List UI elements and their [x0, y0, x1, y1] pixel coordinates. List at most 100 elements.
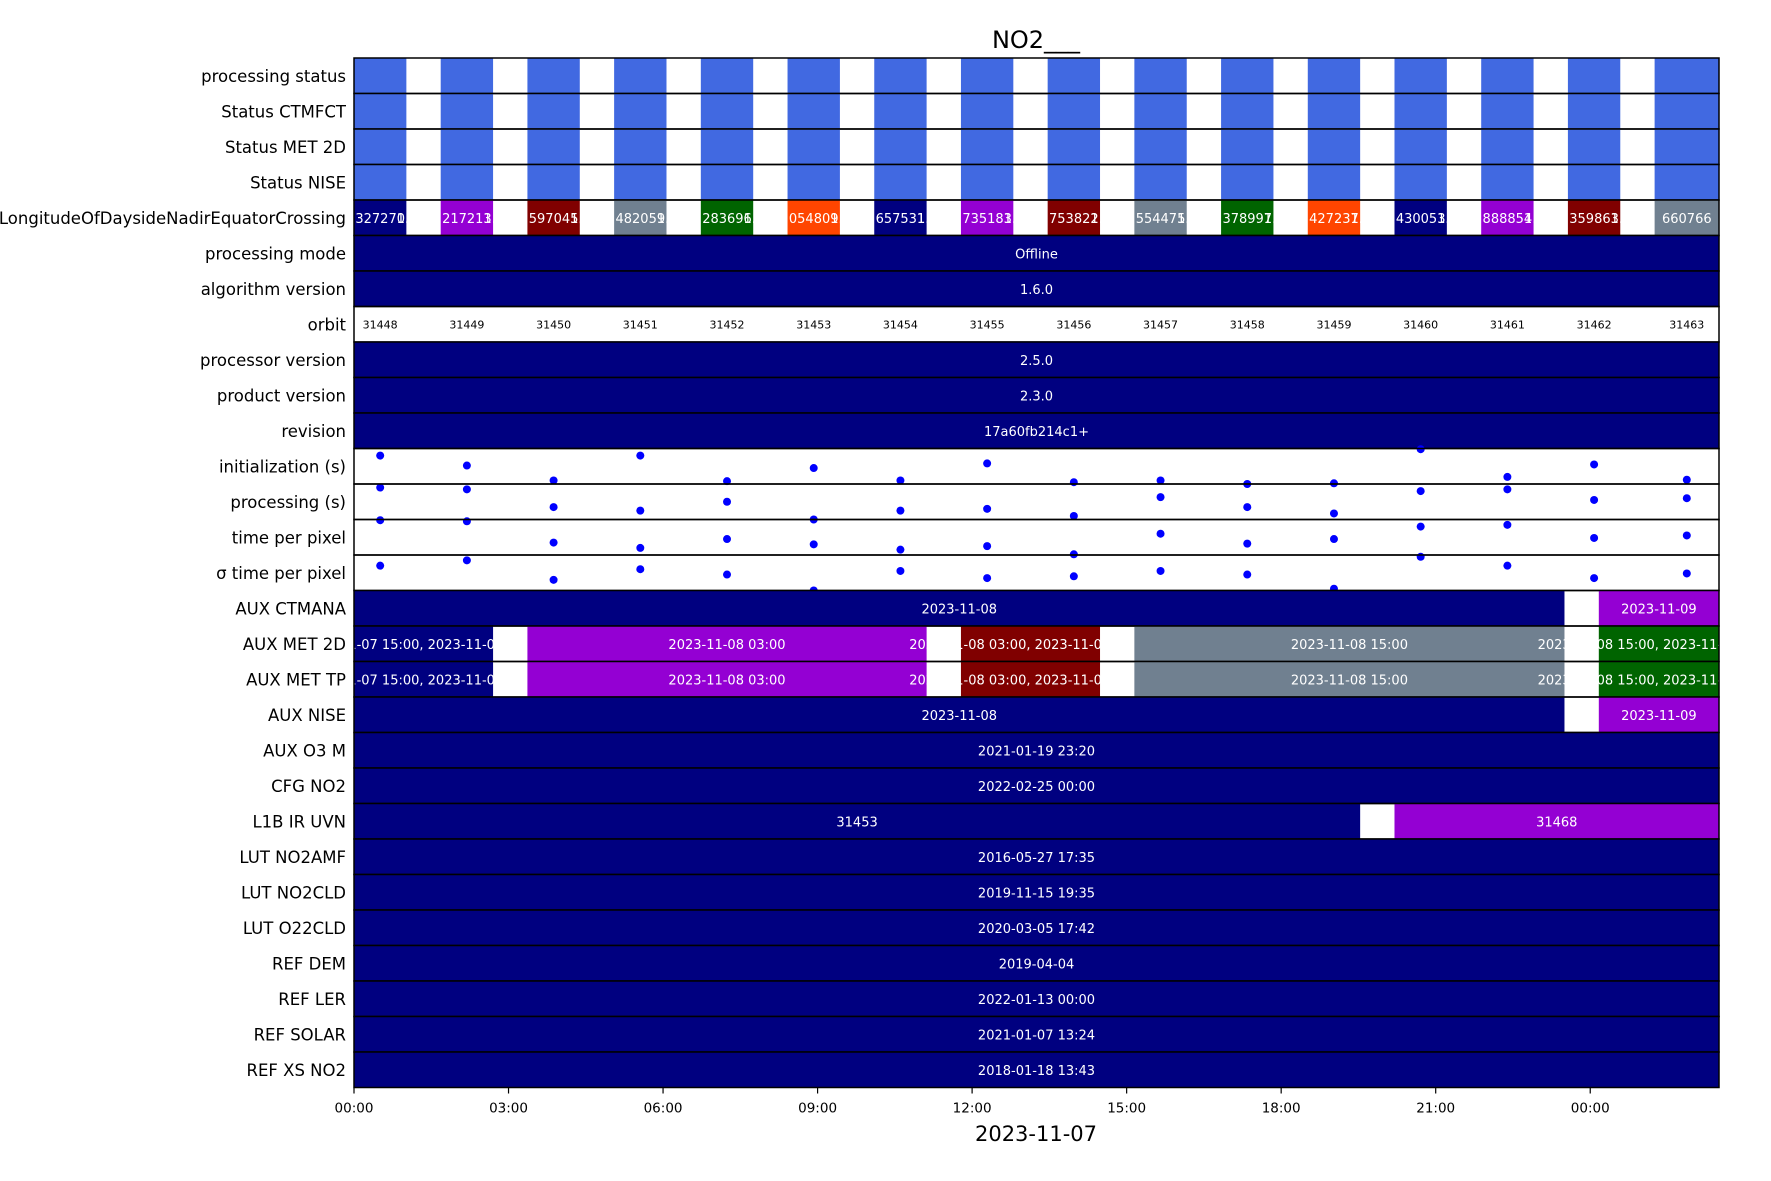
- longitude-label: 327270: [355, 212, 405, 227]
- row-content: 2022-01-13 00:00: [354, 981, 1719, 1017]
- span-label: 2018-01-18 13:43: [978, 1064, 1095, 1079]
- longitude-bar: [700, 200, 754, 236]
- row-9: 2.3.0 product version: [217, 376, 1720, 414]
- row-17: 2023-11-07 15:00, 2023-11-08 03:00 2023-1…: [246, 660, 1720, 698]
- span-bar: [527, 661, 927, 697]
- gap-longitude-label: 1.28345: [743, 212, 797, 227]
- row-8: 2.5.0 processor version: [200, 341, 1720, 379]
- longitude-bar: [527, 200, 580, 236]
- data-point: [549, 575, 558, 584]
- orbit-number: 31455: [970, 318, 1005, 331]
- data-point: [1243, 503, 1252, 512]
- row-15: 2023-11-08 2023-11-09 AUX CTMANA: [235, 589, 1720, 627]
- row-5: Offline processing mode: [205, 234, 1720, 272]
- data-point: [549, 538, 558, 547]
- row-label: LongitudeOfDaysideNadirEquatorCrossing: [0, 209, 346, 228]
- x-tick-label: 00:00: [1571, 1101, 1610, 1117]
- longitude-label: 378997: [1222, 212, 1272, 227]
- data-point: [1156, 493, 1165, 502]
- row-label: algorithm version: [201, 280, 346, 299]
- data-point: [1590, 495, 1599, 504]
- row-label: product version: [217, 386, 346, 405]
- data-point: [983, 542, 992, 551]
- row-content: 2022-02-25 00:00: [354, 768, 1719, 804]
- row-26: 2022-01-13 00:00 REF LER: [278, 980, 1720, 1018]
- x-tick-label: 06:00: [644, 1101, 683, 1117]
- longitude-label: 753822: [1049, 212, 1099, 227]
- data-point: [636, 565, 645, 574]
- data-point: [983, 574, 992, 583]
- row-content: 2023-11-07 15:00, 2023-11-08 03:00 2023-1…: [354, 626, 1719, 662]
- span-label: 2.5.0: [1020, 354, 1053, 369]
- status-bar: [1481, 129, 1534, 165]
- data-point: [723, 477, 732, 486]
- orbit-number: 31448: [363, 318, 398, 331]
- data-point: [1156, 476, 1165, 485]
- orbit-number: 31461: [1490, 318, 1525, 331]
- status-bar: [1394, 93, 1447, 129]
- data-point: [1156, 566, 1165, 575]
- status-bar: [354, 164, 407, 200]
- status-bar: [1307, 93, 1361, 129]
- span-label: 31468: [1536, 815, 1577, 830]
- span-label: Offline: [1015, 247, 1058, 262]
- span-bar: [354, 626, 494, 662]
- data-point: [1069, 511, 1078, 520]
- span-label: 2023-11-07 15:00, 2023-11-08 03:00: [302, 673, 545, 688]
- data-point: [1416, 552, 1425, 561]
- row-label: processing mode: [205, 244, 346, 263]
- data-point: [983, 504, 992, 513]
- span-label: 2022-01-13 00:00: [978, 993, 1095, 1008]
- gap-longitude-label: 1.56245: [483, 212, 537, 227]
- status-bar: [614, 58, 667, 94]
- longitude-bar: [1221, 200, 1274, 236]
- data-point: [1243, 539, 1252, 548]
- row-label: CFG NO2: [271, 777, 346, 796]
- x-axis-label: 2023-11-07: [975, 1122, 1097, 1146]
- span-bar: [527, 626, 927, 662]
- data-point: [1156, 529, 1165, 538]
- status-bar: [1307, 58, 1361, 94]
- row-label: AUX NISE: [268, 706, 346, 725]
- row-label: AUX CTMANA: [235, 599, 346, 618]
- row-label: AUX O3 M: [263, 741, 346, 760]
- x-tick-label: 15:00: [1107, 1101, 1146, 1117]
- row-content: 17a60fb214c1+: [354, 413, 1719, 449]
- longitude-bar: [1307, 200, 1361, 236]
- data-point: [896, 566, 905, 575]
- data-point: [1682, 475, 1691, 484]
- x-tick-label: 03:00: [489, 1101, 528, 1117]
- row-label: Status MET 2D: [225, 138, 346, 157]
- data-point: [376, 561, 385, 570]
- longitude-label: 283696: [702, 212, 752, 227]
- row-10: 17a60fb214c1+ revision: [281, 412, 1720, 450]
- data-point: [1590, 460, 1599, 469]
- row-16: 2023-11-07 15:00, 2023-11-08 03:00 2023-1…: [243, 625, 1720, 663]
- status-bar: [440, 164, 494, 200]
- status-bar: [787, 58, 840, 94]
- data-point: [1069, 572, 1078, 581]
- row-19: 2021-01-19 23:20 AUX O3 M: [263, 731, 1720, 769]
- row-label: L1B IR UVN: [252, 812, 346, 831]
- status-bar: [874, 129, 927, 165]
- row-label: processing (s): [230, 493, 346, 512]
- longitude-bar: [1394, 200, 1447, 236]
- orbit-number: 31449: [449, 318, 484, 331]
- data-point: [896, 476, 905, 485]
- status-bar: [1481, 164, 1534, 200]
- row-content: [354, 129, 1719, 165]
- status-bar: [1394, 164, 1447, 200]
- row-23: 2019-11-15 19:35 LUT NO2CLD: [241, 873, 1720, 911]
- longitude-label: 359863: [1569, 212, 1619, 227]
- row-content: 2021-01-07 13:24: [354, 1016, 1719, 1052]
- row-1: Status CTMFCT: [221, 92, 1720, 130]
- span-label: 2021-01-07 13:24: [978, 1028, 1095, 1043]
- row-20: 2022-02-25 00:00 CFG NO2: [271, 767, 1720, 805]
- status-bar: [1654, 129, 1719, 165]
- row-content: 2023-11-08 2023-11-09: [354, 697, 1719, 733]
- orbit-number: 31453: [796, 318, 831, 331]
- data-point: [462, 517, 471, 526]
- x-tick-label: 09:00: [798, 1101, 837, 1117]
- orbit-number: 31463: [1669, 318, 1704, 331]
- data-point: [1069, 478, 1078, 487]
